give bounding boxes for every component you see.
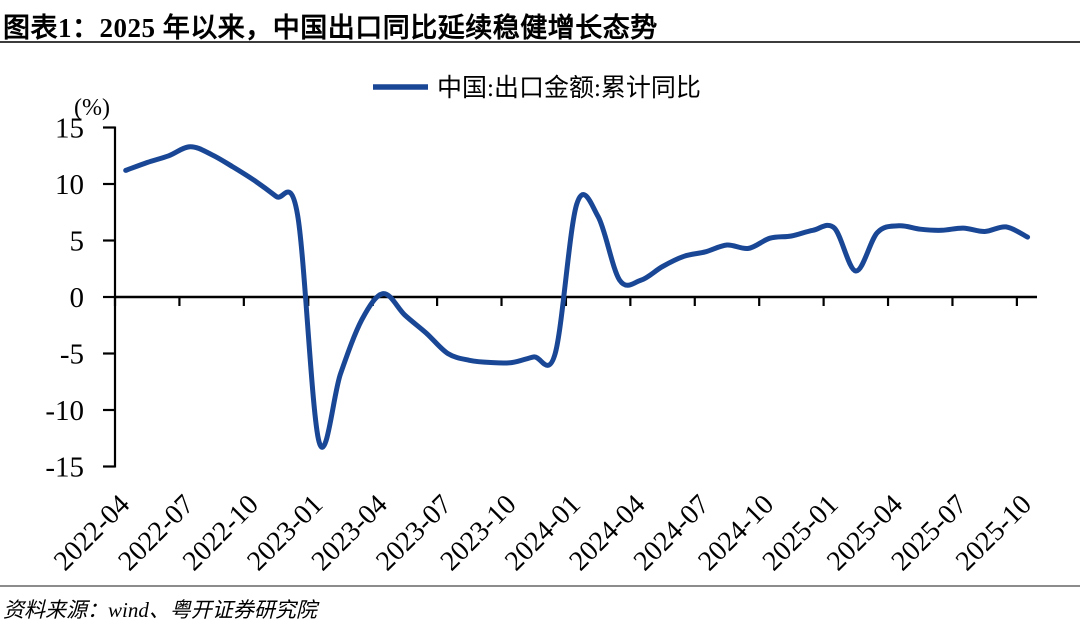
source-text: 资料来源：wind、粤开证券研究院 <box>3 598 317 622</box>
y-tick-label: -15 <box>45 452 84 484</box>
y-tick-label: 0 <box>70 282 85 314</box>
series-line <box>123 144 1031 450</box>
legend: 中国:出口金额:累计同比 <box>373 74 701 102</box>
x-axis-ticks: 2022-042022-072022-102023-012023-042023-… <box>48 297 1038 577</box>
axis-unit-label: (%) <box>74 95 110 121</box>
y-axis-ticks: 15 10 5 0 -5 -10 -15 <box>45 113 115 484</box>
footer-rule: 资料来源：wind、粤开证券研究院 <box>0 585 1080 624</box>
y-tick-label: -10 <box>45 395 84 427</box>
chart-svg: 中国:出口金额:累计同比 (%) 15 10 5 0 -5 -10 -15 2022-042… <box>45 74 1038 577</box>
legend-label: 中国:出口金额:累计同比 <box>437 74 701 102</box>
y-tick-label: 10 <box>55 169 84 201</box>
y-tick-label: -5 <box>60 339 84 371</box>
title-rule <box>0 41 1080 43</box>
chart-title: 图表1：2025 年以来，中国出口同比延续稳健增长态势 <box>3 13 658 43</box>
y-tick-label: 15 <box>55 113 84 145</box>
y-tick-label: 5 <box>70 226 85 258</box>
